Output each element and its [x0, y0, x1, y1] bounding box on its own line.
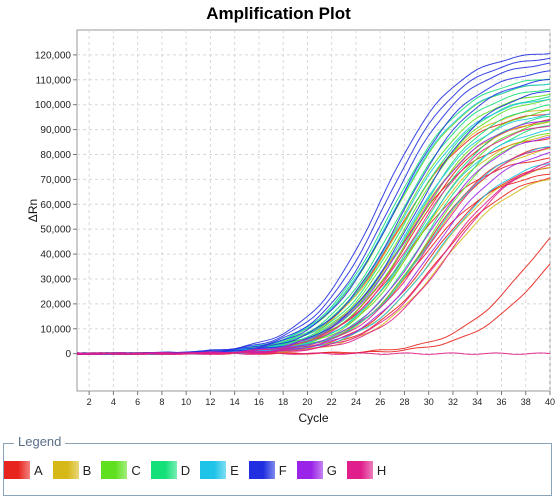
legend-label-d: D [180, 462, 191, 478]
x-tick-label: 12 [205, 397, 215, 407]
x-tick-label: 38 [521, 397, 531, 407]
legend-title: Legend [14, 434, 66, 449]
legend-item-c[interactable]: C [101, 461, 141, 479]
x-tick-label: 22 [327, 397, 337, 407]
y-tick-label: 90,000 [40, 125, 71, 136]
x-tick-label: 26 [375, 397, 385, 407]
amplification-plot: 0 10,000 20,000 30,000 40,000 50,000 60,000 70,… [26, 29, 555, 425]
x-tick-label: 2 [87, 397, 92, 407]
legend-swatch-e [200, 461, 227, 479]
legend-label-h: H [376, 462, 387, 478]
x-axis-label: Cycle [298, 411, 328, 425]
x-tick-label: 24 [351, 397, 361, 407]
legend-item-b[interactable]: B [52, 461, 92, 479]
x-tick-label: 10 [181, 397, 191, 407]
legend-item-e[interactable]: E [200, 461, 239, 479]
legend-swatch-a [4, 461, 30, 479]
y-tick-label: 60,000 [40, 200, 71, 211]
y-tick-label: 40,000 [40, 250, 71, 261]
legend-swatch-c [101, 461, 128, 479]
x-tick-label: 20 [302, 397, 312, 407]
y-tick-label: 30,000 [40, 274, 71, 285]
legend-label-b: B [82, 462, 92, 478]
legend-item-h[interactable]: H [346, 461, 387, 479]
legend-label-c: C [131, 462, 141, 478]
legend-item-g[interactable]: G [296, 461, 337, 479]
x-tick-label: 32 [448, 397, 458, 407]
x-tick-label: 18 [278, 397, 288, 407]
x-tick-label: 36 [496, 397, 506, 407]
x-tick-label: 14 [230, 397, 240, 407]
x-tick-label: 30 [424, 397, 434, 407]
legend: Legend A B C D E F G [3, 434, 552, 496]
legend-item-a[interactable]: A [4, 461, 43, 479]
y-tick-label: 50,000 [40, 225, 71, 236]
legend-label-f: F [278, 462, 287, 478]
x-tick-label: 28 [399, 397, 409, 407]
legend-label-a: A [34, 462, 43, 478]
legend-item-f[interactable]: F [248, 461, 287, 479]
y-tick-label: 10,000 [40, 324, 71, 335]
y-tick-label: 70,000 [40, 175, 71, 186]
legend-swatch-g [296, 461, 323, 479]
legend-label-e: E [230, 462, 239, 478]
series-h-line [76, 161, 551, 355]
x-tick-label: 40 [545, 397, 555, 407]
y-tick-label: 80,000 [40, 150, 71, 161]
series-h-line [76, 352, 551, 355]
legend-items: A B C D E F G H [4, 459, 396, 481]
x-tick-label: 8 [159, 397, 164, 407]
y-tick-label: 110,000 [36, 75, 72, 86]
x-tick-label: 34 [472, 397, 482, 407]
y-tick-label: 100,000 [35, 100, 72, 111]
legend-swatch-h [346, 461, 373, 479]
legend-label-g: G [326, 462, 337, 478]
legend-swatch-b [52, 461, 79, 479]
x-tick-label: 4 [111, 397, 116, 407]
y-tick-label: 0 [65, 349, 71, 360]
legend-swatch-f [248, 461, 275, 479]
legend-item-d[interactable]: D [150, 461, 191, 479]
y-axis-label: ΔRn [26, 199, 40, 222]
y-tick-label: 120,000 [35, 50, 72, 61]
chart-title: Amplification Plot [206, 4, 351, 23]
y-tick-label: 20,000 [40, 299, 71, 310]
legend-swatch-d [150, 461, 177, 479]
x-tick-label: 6 [135, 397, 140, 407]
x-tick-label: 16 [254, 397, 264, 407]
